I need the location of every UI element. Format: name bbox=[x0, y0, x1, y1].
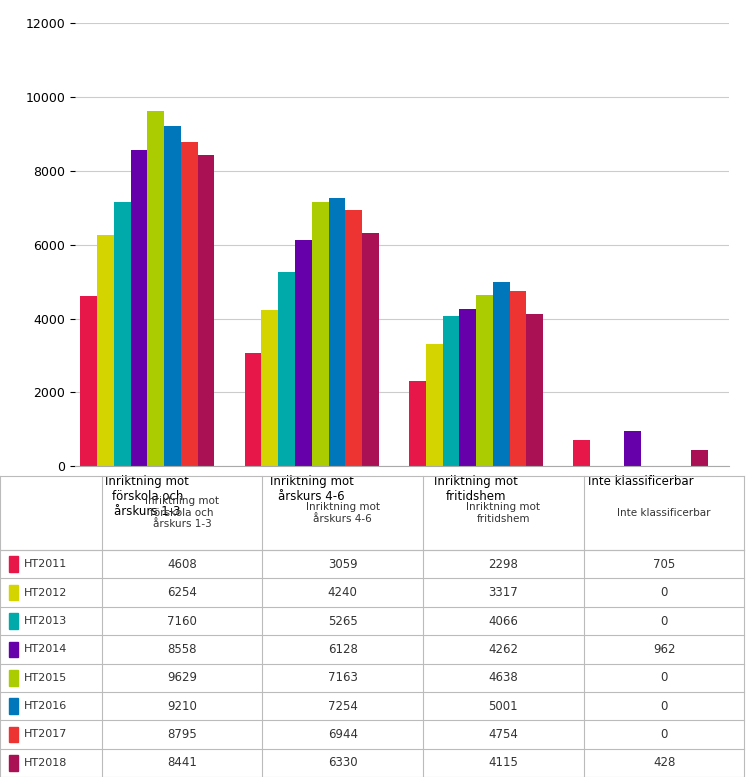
Bar bbox=[295, 240, 312, 466]
Bar bbox=[114, 202, 131, 466]
Bar bbox=[443, 316, 459, 466]
Text: 7163: 7163 bbox=[328, 671, 357, 685]
Bar bbox=[164, 127, 181, 466]
Bar bbox=[244, 354, 262, 466]
Text: Inriktning mot
förskola och
årskurs 1-3: Inriktning mot förskola och årskurs 1-3 bbox=[145, 497, 219, 529]
Text: 4262: 4262 bbox=[488, 643, 518, 656]
Text: 0: 0 bbox=[660, 586, 668, 599]
Text: HT2017: HT2017 bbox=[24, 730, 68, 740]
Bar bbox=[9, 755, 18, 771]
Text: 6254: 6254 bbox=[167, 586, 197, 599]
Bar bbox=[278, 272, 295, 466]
Text: 6128: 6128 bbox=[328, 643, 357, 656]
Bar bbox=[181, 141, 198, 466]
Bar bbox=[9, 670, 18, 685]
Text: 0: 0 bbox=[660, 728, 668, 741]
Text: 0: 0 bbox=[660, 615, 668, 628]
Bar bbox=[362, 232, 379, 466]
Bar bbox=[97, 235, 114, 466]
Bar bbox=[623, 430, 641, 466]
Text: 4608: 4608 bbox=[167, 558, 197, 571]
Text: 8558: 8558 bbox=[167, 643, 196, 656]
Bar bbox=[312, 202, 329, 466]
Text: 7160: 7160 bbox=[167, 615, 197, 628]
Text: 8795: 8795 bbox=[167, 728, 197, 741]
Bar bbox=[9, 613, 18, 629]
Text: 4754: 4754 bbox=[489, 728, 518, 741]
Bar bbox=[9, 726, 18, 742]
Text: 9629: 9629 bbox=[167, 671, 197, 685]
Text: HT2014: HT2014 bbox=[24, 644, 68, 654]
Bar bbox=[574, 441, 590, 466]
Text: Inte klassificerbar: Inte klassificerbar bbox=[617, 508, 711, 517]
Text: 4115: 4115 bbox=[489, 756, 518, 769]
Text: HT2016: HT2016 bbox=[24, 701, 68, 711]
Text: Inriktning mot
årskurs 4-6: Inriktning mot årskurs 4-6 bbox=[305, 502, 380, 524]
Text: 705: 705 bbox=[653, 558, 675, 571]
Bar bbox=[493, 281, 510, 466]
Text: 5265: 5265 bbox=[328, 615, 357, 628]
Bar bbox=[409, 382, 426, 466]
Bar bbox=[476, 295, 493, 466]
Text: 0: 0 bbox=[660, 699, 668, 713]
Bar bbox=[9, 642, 18, 657]
Text: HT2012: HT2012 bbox=[24, 587, 68, 598]
Text: HT2018: HT2018 bbox=[24, 758, 68, 768]
Text: 4240: 4240 bbox=[328, 586, 357, 599]
Bar bbox=[9, 556, 18, 572]
Text: 5001: 5001 bbox=[489, 699, 518, 713]
Text: 8441: 8441 bbox=[167, 756, 197, 769]
Bar bbox=[459, 309, 476, 466]
Text: 0: 0 bbox=[660, 671, 668, 685]
Text: 7254: 7254 bbox=[328, 699, 357, 713]
Bar bbox=[9, 585, 18, 601]
Text: HT2015: HT2015 bbox=[24, 673, 68, 683]
Text: 6330: 6330 bbox=[328, 756, 357, 769]
Bar bbox=[510, 291, 526, 466]
Text: 3317: 3317 bbox=[489, 586, 518, 599]
Bar bbox=[691, 451, 708, 466]
Text: 9210: 9210 bbox=[167, 699, 197, 713]
Text: 4638: 4638 bbox=[489, 671, 518, 685]
Text: Inriktning mot
fritidshem: Inriktning mot fritidshem bbox=[466, 502, 541, 524]
Bar bbox=[147, 111, 164, 466]
Text: 428: 428 bbox=[653, 756, 675, 769]
Bar bbox=[262, 310, 278, 466]
Bar bbox=[526, 315, 543, 466]
Text: 962: 962 bbox=[653, 643, 675, 656]
Bar bbox=[80, 296, 97, 466]
Bar bbox=[426, 343, 443, 466]
Text: HT2011: HT2011 bbox=[24, 559, 68, 570]
Text: HT2013: HT2013 bbox=[24, 616, 68, 626]
Text: 6944: 6944 bbox=[328, 728, 358, 741]
Text: 3059: 3059 bbox=[328, 558, 357, 571]
Bar bbox=[131, 150, 147, 466]
Bar bbox=[198, 155, 214, 466]
Text: 4066: 4066 bbox=[489, 615, 518, 628]
Bar bbox=[345, 210, 362, 466]
Bar bbox=[329, 198, 345, 466]
Bar bbox=[9, 699, 18, 714]
Text: 2298: 2298 bbox=[489, 558, 518, 571]
